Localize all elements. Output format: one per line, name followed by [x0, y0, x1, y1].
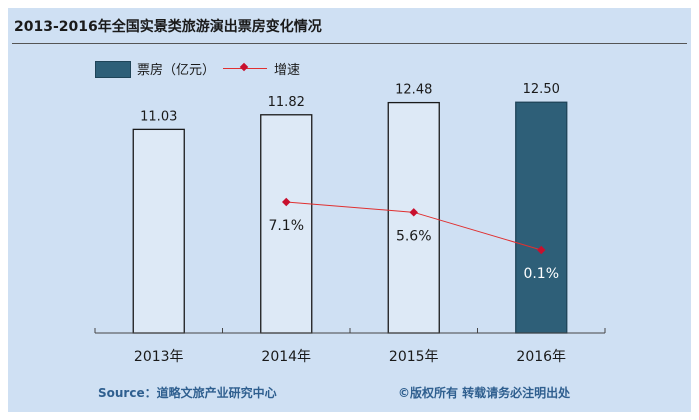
source-note: Source：道略文旅产业研究中心	[98, 386, 277, 400]
bar-2014年	[260, 114, 313, 334]
growth-value-label: 7.1%	[268, 218, 304, 234]
growth-value-label: 5.6%	[396, 228, 432, 244]
chart-title: 2013-2016年全国实景类旅游演出票房变化情况	[14, 19, 322, 35]
x-tick-label: 2015年	[389, 349, 439, 365]
copyright-note: ©版权所有 转载请务必注明出处	[398, 386, 571, 400]
bar-value-label: 12.48	[395, 83, 432, 98]
title-divider	[12, 43, 687, 44]
growth-marker	[409, 208, 418, 217]
growth-value-label: 0.1%	[523, 266, 559, 282]
bar-value-label: 11.82	[268, 95, 305, 110]
legend-bar-swatch	[95, 61, 131, 78]
bar-value-label: 11.03	[140, 109, 177, 124]
growth-marker	[282, 197, 291, 207]
bar-2013年	[132, 128, 185, 334]
bar-2016年	[515, 101, 568, 334]
x-tick-label: 2014年	[261, 349, 311, 365]
x-tick-label: 2016年	[516, 349, 566, 365]
legend-bar-label: 票房（亿元）	[137, 63, 216, 78]
x-tick-label: 2013年	[134, 349, 184, 365]
legend-line-label: 增速	[274, 63, 301, 78]
bar-value-label: 12.50	[523, 82, 560, 97]
